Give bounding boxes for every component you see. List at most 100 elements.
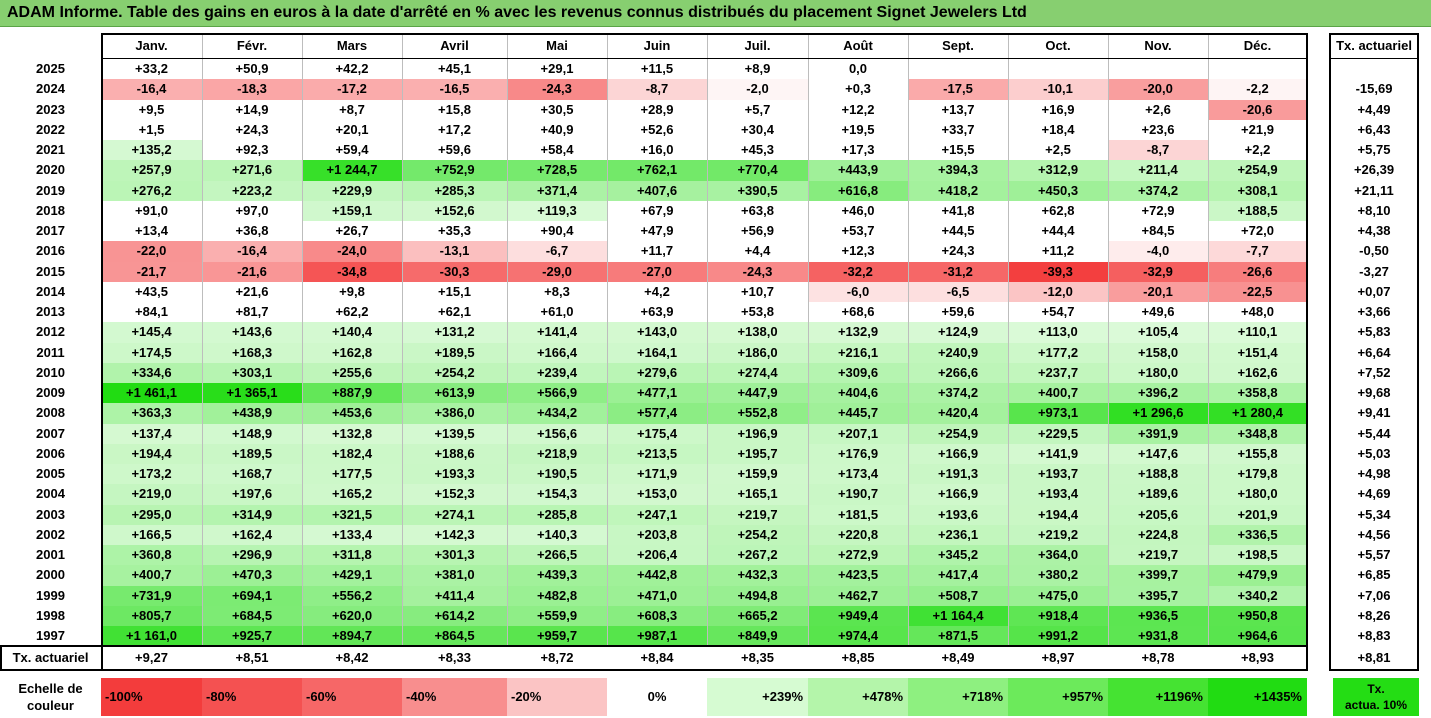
table-cell: +219,0 — [101, 484, 202, 505]
table-cell: +159,9 — [707, 464, 808, 485]
table-cell: +445,7 — [808, 403, 908, 424]
table-cell: +475,0 — [1008, 585, 1108, 606]
year-label: 2021 — [36, 142, 65, 157]
table-cell: +63,9 — [607, 302, 707, 323]
footer-cell: +8,33 — [438, 650, 471, 665]
table-cell: +141,4 — [507, 322, 607, 343]
table-cell: +61,0 — [507, 302, 607, 323]
table-cell: +396,2 — [1108, 383, 1208, 404]
table-cell: +229,5 — [1008, 423, 1108, 444]
table-cell: +218,9 — [507, 443, 607, 464]
footer-cell: +9,27 — [135, 650, 168, 665]
table-cell: +566,9 — [507, 383, 607, 404]
table-cell: +139,5 — [402, 423, 507, 444]
table-cell: +90,4 — [507, 221, 607, 242]
table-cell: +220,8 — [808, 524, 908, 545]
table-cell: +190,7 — [808, 484, 908, 505]
table-cell: +158,0 — [1108, 342, 1208, 363]
table-cell: +196,9 — [707, 423, 808, 444]
table-cell: -32,2 — [808, 261, 908, 282]
table-cell: +135,2 — [101, 140, 202, 161]
table-cell: +887,9 — [302, 383, 402, 404]
table-cell: +4,4 — [707, 241, 808, 262]
table-cell: -24,0 — [302, 241, 402, 262]
table-cell: +152,6 — [402, 200, 507, 221]
year-label: 2024 — [36, 81, 65, 97]
table-cell: +973,1 — [1008, 403, 1108, 424]
table-cell: +18,4 — [1008, 119, 1108, 140]
scale-step: -80% — [202, 678, 302, 716]
tx-cell: +26,39 — [1353, 162, 1395, 178]
table-cell: +321,5 — [302, 504, 402, 525]
footer-cell: +8,72 — [540, 650, 574, 665]
table-cell: +142,3 — [402, 524, 507, 545]
table-cell: +272,9 — [808, 545, 908, 566]
table-cell: +50,9 — [202, 59, 302, 80]
tx-cell: +4,38 — [1357, 223, 1391, 238]
table-cell: +987,1 — [607, 626, 707, 647]
table-cell: +1 280,4 — [1208, 403, 1307, 424]
table-cell: +462,7 — [808, 585, 908, 606]
table-cell: +494,8 — [707, 585, 808, 606]
table-cell: +613,9 — [402, 383, 507, 404]
footer-cell: +8,49 — [941, 650, 975, 665]
footer-cell: +8,51 — [235, 650, 269, 665]
footer-cell: +8,42 — [335, 650, 369, 665]
table-cell: +479,9 — [1208, 565, 1307, 586]
tx-legend-line1: Tx. — [1367, 682, 1385, 696]
table-cell: +147,6 — [1108, 443, 1208, 464]
table-cell: -16,4 — [101, 79, 202, 100]
table-cell: +5,7 — [707, 99, 808, 120]
year-label: 2008 — [36, 405, 65, 421]
table-cell — [1108, 59, 1208, 80]
table-cell: +153,0 — [607, 484, 707, 505]
table-cell: +40,9 — [507, 119, 607, 140]
scale-step: -20% — [507, 678, 607, 716]
table-cell: +156,6 — [507, 423, 607, 444]
month-header: Août — [843, 38, 873, 53]
table-cell: +805,7 — [101, 605, 202, 626]
table-cell: +110,1 — [1208, 322, 1307, 343]
year-label: 2004 — [36, 486, 65, 502]
year-label: 2013 — [36, 304, 65, 319]
footer-cell: +8,35 — [741, 650, 774, 665]
table-cell: +179,8 — [1208, 464, 1307, 485]
tx-cell: +9,68 — [1357, 385, 1391, 400]
table-cell: +762,1 — [607, 160, 707, 181]
table-cell: +33,2 — [101, 59, 202, 80]
table-cell: +482,8 — [507, 585, 607, 606]
table-cell: +29,1 — [507, 59, 607, 80]
grid-line — [302, 34, 303, 647]
table-cell: +8,3 — [507, 281, 607, 302]
table-cell: +429,1 — [302, 565, 402, 586]
table-cell: -22,0 — [101, 241, 202, 262]
table-cell: +84,5 — [1108, 221, 1208, 242]
table-cell: +176,9 — [808, 443, 908, 464]
table-cell: +56,9 — [707, 221, 808, 242]
table-cell: +390,5 — [707, 180, 808, 201]
table-cell: +308,1 — [1208, 180, 1307, 201]
tx-cell: +6,64 — [1357, 344, 1391, 360]
table-cell: +257,9 — [101, 160, 202, 181]
table-cell: +206,4 — [607, 545, 707, 566]
tx-cell: +5,44 — [1357, 425, 1391, 441]
table-cell: +434,2 — [507, 403, 607, 424]
table-cell: +418,2 — [908, 180, 1008, 201]
year-label: 2018 — [36, 202, 65, 218]
year-label: 1999 — [36, 587, 65, 603]
table-cell: +301,3 — [402, 545, 507, 566]
table-cell: +2,2 — [1208, 140, 1307, 161]
tx-cell: +3,66 — [1357, 304, 1391, 319]
grid-line — [507, 34, 508, 647]
year-label: 2015 — [36, 263, 65, 279]
table-cell: +13,4 — [101, 221, 202, 242]
table-cell: +254,2 — [707, 524, 808, 545]
year-label: 2016 — [36, 243, 65, 259]
header-divider — [101, 58, 1307, 59]
table-cell: +340,2 — [1208, 585, 1307, 606]
table-cell: +84,1 — [101, 302, 202, 323]
tx-cell: +4,49 — [1357, 101, 1391, 117]
table-cell: -12,0 — [1008, 281, 1108, 302]
tx-cell: +6,43 — [1357, 121, 1391, 137]
year-label: 2001 — [36, 547, 65, 562]
